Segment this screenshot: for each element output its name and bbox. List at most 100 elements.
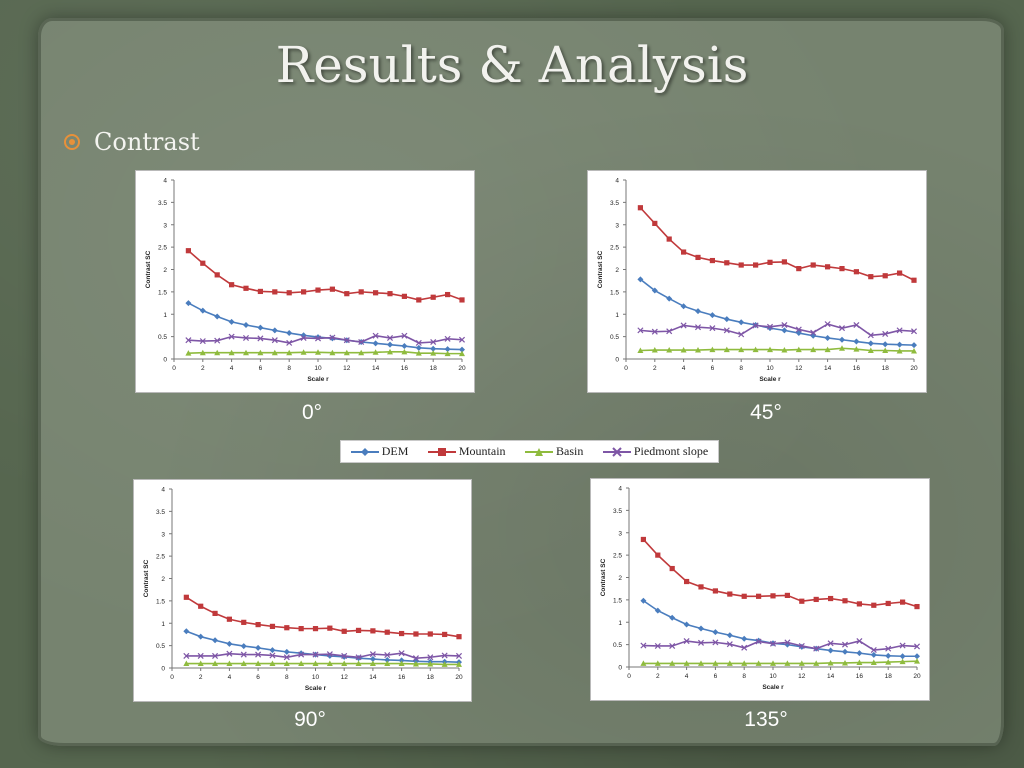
- data-point-basin: [240, 660, 247, 667]
- chart-90-deg: 0 0.5 1 1.5 2 2.5 3 3.5 4 0 2 4 6 8 10 12 14 16 18 20 Scale …: [133, 479, 472, 702]
- x-axis-label: Scale r: [305, 685, 327, 692]
- data-point-mountain: [387, 291, 393, 297]
- data-point-piedmont-slope: [870, 646, 877, 654]
- data-point-mountain: [753, 262, 759, 268]
- data-point-basin: [870, 659, 877, 666]
- x-marker-stroke: [651, 328, 658, 335]
- data-point-piedmont-slope: [798, 642, 805, 649]
- x-tick-label: 14: [827, 673, 835, 680]
- data-point-mountain: [442, 631, 448, 638]
- data-point-mountain: [456, 634, 462, 640]
- data-point-piedmont-slope: [441, 652, 448, 659]
- data-point-basin: [784, 660, 791, 666]
- y-tick-label: 3.5: [613, 508, 622, 515]
- data-point-mountain: [185, 248, 191, 254]
- data-point-dem: [271, 327, 278, 334]
- data-point-piedmont-slope: [738, 331, 745, 338]
- x-marker-stroke: [640, 642, 647, 649]
- data-point-dem: [680, 303, 687, 310]
- x-marker-stroke: [838, 325, 846, 332]
- data-point-dem: [723, 316, 730, 323]
- data-point-piedmont-slope: [300, 334, 307, 341]
- data-point-mountain: [825, 264, 831, 270]
- data-point-basin: [767, 346, 773, 353]
- legend-item-dem: DEM: [350, 444, 408, 459]
- x-marker-stroke: [766, 323, 774, 330]
- legend-diamond-marker-icon: [350, 447, 379, 456]
- data-point-mountain: [681, 249, 687, 255]
- data-point-dem: [669, 614, 676, 621]
- data-point-mountain: [358, 289, 364, 295]
- data-point-piedmont-slope: [398, 650, 405, 657]
- data-point-piedmont-slope: [654, 642, 661, 649]
- y-tick-label: 2: [163, 267, 167, 274]
- x-marker-stroke: [412, 655, 419, 662]
- x-axis-label: Scale r: [762, 684, 784, 691]
- data-point-mountain: [445, 291, 451, 298]
- bullet-text: Contrast: [94, 128, 200, 156]
- legend-label-mountain: Mountain: [458, 444, 506, 458]
- data-point-mountain: [885, 600, 891, 607]
- data-point-dem: [228, 318, 235, 325]
- data-point-mountain: [384, 629, 390, 635]
- data-point-basin: [199, 349, 206, 356]
- data-point-mountain: [781, 259, 787, 265]
- data-point-dem: [226, 640, 233, 647]
- x-marker-stroke: [910, 328, 918, 335]
- x-marker-stroke: [680, 322, 687, 329]
- data-point-dem: [824, 334, 831, 341]
- data-point-mountain: [370, 628, 376, 634]
- data-point-basin: [867, 347, 874, 353]
- data-point-piedmont-slope: [824, 321, 831, 328]
- data-point-dem: [243, 321, 249, 328]
- data-point-basin: [269, 660, 276, 667]
- chart-45-deg: 0 0.5 1 1.5 2 2.5 3 3.5 4 0 2 4 6 8 10 12 14 16 18 20 Scale …: [587, 170, 927, 393]
- x-marker-stroke: [455, 652, 463, 659]
- x-marker-stroke: [870, 646, 877, 654]
- data-point-piedmont-slope: [784, 639, 791, 646]
- x-tick-label: 12: [798, 673, 806, 680]
- y-tick-label: 3.5: [158, 200, 167, 207]
- x-tick-label: 18: [430, 365, 438, 372]
- data-point-piedmont-slope: [185, 337, 192, 344]
- data-point-piedmont-slope: [867, 332, 874, 339]
- x-tick-label: 10: [312, 674, 320, 681]
- y-axis-label: Contrast SC: [145, 250, 152, 288]
- x-tick-label: 16: [853, 365, 861, 372]
- data-point-mountain: [226, 616, 232, 622]
- data-point-mountain: [341, 628, 347, 634]
- chart-45-svg: 0 0.5 1 1.5 2 2.5 3 3.5 4 0 2 4 6 8 10 12 14 16 18 20 Scale …: [597, 178, 918, 384]
- data-point-mountain: [897, 270, 903, 276]
- data-point-dem: [738, 319, 745, 326]
- bullet-circle-icon: [64, 134, 80, 150]
- chart-90-svg: 0 0.5 1 1.5 2 2.5 3 3.5 4 0 2 4 6 8 10 12 14 16 18 20 Scale …: [143, 487, 463, 693]
- data-point-dem: [183, 628, 190, 635]
- x-marker-stroke: [283, 654, 290, 661]
- y-tick-label: 1: [161, 621, 165, 628]
- data-point-piedmont-slope: [856, 638, 863, 645]
- data-point-dem: [255, 644, 262, 651]
- x-tick-label: 8: [287, 365, 291, 372]
- series-line-piedmont-slope: [186, 652, 460, 659]
- data-point-mountain: [243, 285, 249, 291]
- series-line-piedmont-slope: [643, 640, 918, 651]
- data-point-piedmont-slope: [384, 651, 391, 659]
- data-point-piedmont-slope: [853, 321, 860, 329]
- data-point-piedmont-slope: [651, 328, 658, 335]
- chart-135-deg: 0 0.5 1 1.5 2 2.5 3 3.5 4 0 2 4 6 8 10 12 14 16 18 20 Scale …: [590, 478, 930, 701]
- x-marker-stroke: [769, 640, 777, 647]
- data-point-dem: [329, 335, 336, 342]
- data-point-basin: [441, 661, 448, 667]
- data-point-piedmont-slope: [712, 639, 719, 646]
- legend-item-basin: Basin: [525, 444, 583, 459]
- y-tick-label: 2.5: [613, 553, 622, 560]
- x-marker-stroke: [444, 335, 451, 342]
- data-point-mountain: [200, 260, 206, 266]
- x-marker-stroke: [723, 327, 730, 334]
- data-point-basin: [810, 346, 817, 353]
- data-point-piedmont-slope: [694, 324, 702, 331]
- data-point-dem: [911, 342, 917, 349]
- y-axis-label: Contrast SC: [143, 559, 150, 597]
- data-point-basin: [459, 350, 465, 357]
- data-point-dem: [853, 338, 860, 345]
